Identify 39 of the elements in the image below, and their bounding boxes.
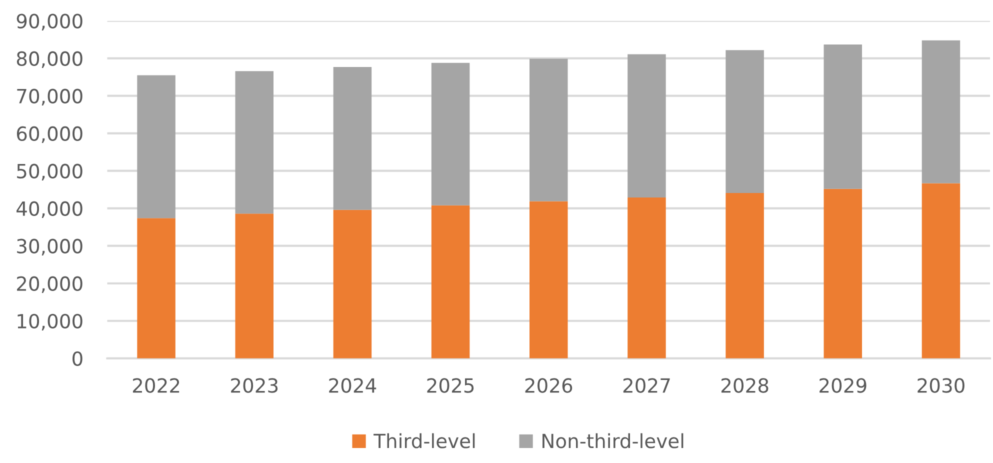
y-tick-label: 50,000 (17, 164, 82, 180)
bar (235, 214, 274, 358)
legend-label: Third-level (374, 433, 475, 448)
bar (726, 192, 764, 358)
bar (726, 50, 764, 193)
y-tick-label: 70,000 (17, 88, 82, 106)
bar (824, 188, 862, 358)
y-tick-label: 30,000 (17, 238, 82, 256)
bar (824, 44, 862, 189)
x-tick-label: 2028 (721, 378, 768, 393)
bar (431, 205, 470, 358)
y-tick-label: 40,000 (16, 201, 82, 218)
bar (530, 58, 568, 202)
y-tick-label: 80,000 (16, 51, 82, 68)
x-tick-label: 2027 (623, 378, 670, 393)
x-tick-label: 2029 (820, 378, 866, 393)
legend-label: Non-third-level (542, 433, 684, 448)
bar (137, 75, 176, 218)
y-tick-label: 20,000 (17, 276, 82, 294)
bar (431, 62, 470, 206)
y-tick-label: 60,000 (16, 126, 82, 143)
x-tick-label: 2022 (132, 378, 180, 393)
x-tick-label: 2030 (918, 378, 964, 393)
bar (333, 210, 372, 358)
x-tick-label: 2026 (525, 378, 572, 393)
bar (235, 71, 274, 214)
bar (922, 40, 960, 184)
bar (628, 197, 666, 358)
y-tick-label: 0 (72, 351, 82, 366)
bar (333, 66, 372, 210)
y-tick-label: 90,000 (16, 14, 82, 30)
x-tick-label: 2023 (231, 378, 278, 393)
y-tick-label: 10,000 (18, 314, 82, 331)
bar (137, 218, 176, 358)
bar (922, 183, 960, 358)
x-tick-label: 2025 (427, 378, 474, 393)
x-tick-label: 2024 (329, 378, 376, 393)
bar (530, 201, 568, 358)
bar (628, 54, 666, 198)
